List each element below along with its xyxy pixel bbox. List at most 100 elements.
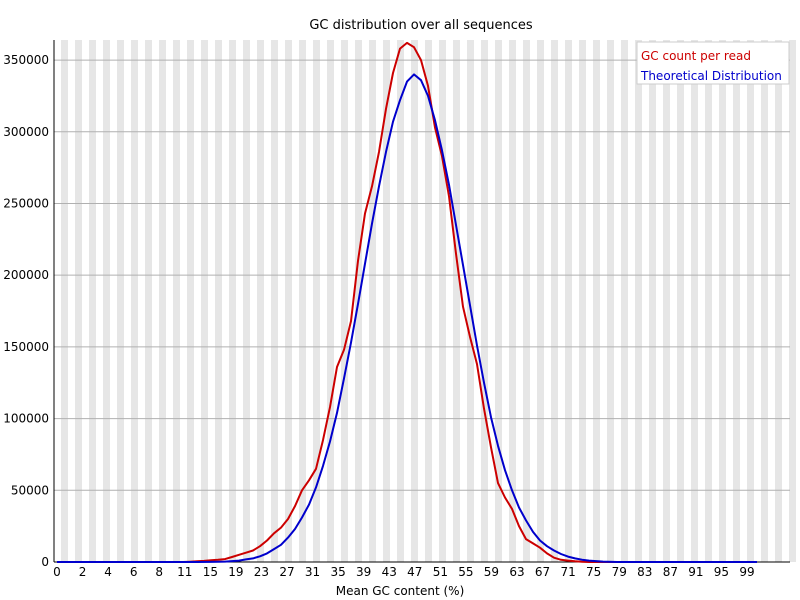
x-tick-label: 39 — [356, 565, 371, 579]
grid-band — [439, 40, 446, 562]
grid-band — [733, 40, 740, 562]
x-tick-label: 59 — [484, 565, 499, 579]
x-tick-label: 63 — [509, 565, 524, 579]
grid-band — [61, 40, 68, 562]
grid-band — [299, 40, 306, 562]
grid-band — [761, 40, 768, 562]
grid-band — [75, 40, 82, 562]
grid-band — [719, 40, 726, 562]
grid-band — [257, 40, 264, 562]
grid-band — [425, 40, 432, 562]
legend-entry-theoretical: Theoretical Distribution — [640, 69, 782, 83]
grid-band — [117, 40, 124, 562]
x-tick-label: 75 — [586, 565, 601, 579]
grid-band — [229, 40, 236, 562]
grid-band — [775, 40, 782, 562]
legend: GC count per read Theoretical Distributi… — [636, 41, 790, 85]
x-tick-label: 8 — [155, 565, 163, 579]
grid-band — [243, 40, 250, 562]
series-gc-count-line — [57, 41, 757, 563]
x-tick-label: 55 — [458, 565, 473, 579]
grid-band — [187, 40, 194, 562]
grid-band — [621, 40, 628, 562]
grid-band — [481, 40, 488, 562]
grid-band — [327, 40, 334, 562]
grid-band — [411, 40, 418, 562]
grid-band — [383, 40, 390, 562]
x-tick-label: 83 — [637, 565, 652, 579]
x-tick-label: 11 — [177, 565, 192, 579]
x-tick-label: 47 — [407, 565, 422, 579]
y-tick-label: 350000 — [3, 53, 49, 67]
x-tick-labels: 0 2 4 6 8 11 15 19 23 27 31 35 39 43 47 51 55 59 63 67 71 75 7… — [53, 565, 754, 579]
grid-band — [89, 40, 96, 562]
grid-band — [607, 40, 614, 562]
grid-band — [341, 40, 348, 562]
grid-band — [691, 40, 698, 562]
series-theoretical-line — [57, 73, 757, 563]
legend-entry-gc-count: GC count per read — [641, 49, 751, 63]
grid-band — [663, 40, 670, 562]
y-tick-label: 50000 — [11, 483, 49, 497]
grid-band — [705, 40, 712, 562]
grid-band — [397, 40, 404, 562]
grid-band — [285, 40, 292, 562]
grid-band — [537, 40, 544, 562]
grid-band — [565, 40, 572, 562]
grid-band — [467, 40, 474, 562]
x-tick-label: 0 — [53, 565, 61, 579]
x-tick-label: 71 — [560, 565, 575, 579]
x-tick-label: 35 — [330, 565, 345, 579]
grid-band — [103, 40, 110, 562]
grid-band — [159, 40, 166, 562]
grid-band — [271, 40, 278, 562]
grid-band — [579, 40, 586, 562]
grid-band — [551, 40, 558, 562]
grid-band — [593, 40, 600, 562]
x-tick-label: 79 — [612, 565, 627, 579]
x-tick-label: 99 — [739, 565, 754, 579]
grid-band — [369, 40, 376, 562]
x-tick-label: 91 — [688, 565, 703, 579]
grid-band — [495, 40, 502, 562]
series-lines — [57, 41, 757, 563]
horizontal-gridlines — [54, 59, 790, 491]
grid-band — [649, 40, 656, 562]
grid-band — [173, 40, 180, 562]
chart-title: GC distribution over all sequences — [309, 18, 533, 33]
x-tick-label: 95 — [714, 565, 729, 579]
x-tick-label: 6 — [130, 565, 138, 579]
x-axis-label: Mean GC content (%) — [336, 584, 465, 598]
x-tick-label: 27 — [279, 565, 294, 579]
x-tick-label: 67 — [535, 565, 550, 579]
grid-band — [313, 40, 320, 562]
y-tick-label: 100000 — [3, 412, 49, 426]
grid-band — [509, 40, 516, 562]
grid-band — [201, 40, 208, 562]
y-tick-labels: 0 50000 100000 150000 200000 250000 300000 3500… — [3, 53, 49, 569]
grid-band — [131, 40, 138, 562]
grid-band — [215, 40, 222, 562]
x-tick-label: 15 — [203, 565, 218, 579]
x-tick-label: 4 — [104, 565, 112, 579]
x-tick-label: 31 — [305, 565, 320, 579]
y-tick-label: 200000 — [3, 268, 49, 282]
x-tick-label: 43 — [382, 565, 397, 579]
y-tick-label: 250000 — [3, 196, 49, 210]
grid-band — [789, 40, 796, 562]
x-tick-label: 51 — [433, 565, 448, 579]
x-tick-label: 23 — [254, 565, 269, 579]
grid-band — [677, 40, 684, 562]
grid-band — [635, 40, 642, 562]
grid-band — [453, 40, 460, 562]
grid-band — [145, 40, 152, 562]
grid-band — [747, 40, 754, 562]
y-tick-label: 0 — [41, 555, 49, 569]
x-tick-label: 19 — [228, 565, 243, 579]
x-tick-label: 87 — [663, 565, 678, 579]
grid-band — [523, 40, 530, 562]
y-tick-label: 150000 — [3, 340, 49, 354]
y-tick-label: 300000 — [3, 125, 49, 139]
legend-box — [636, 41, 790, 85]
